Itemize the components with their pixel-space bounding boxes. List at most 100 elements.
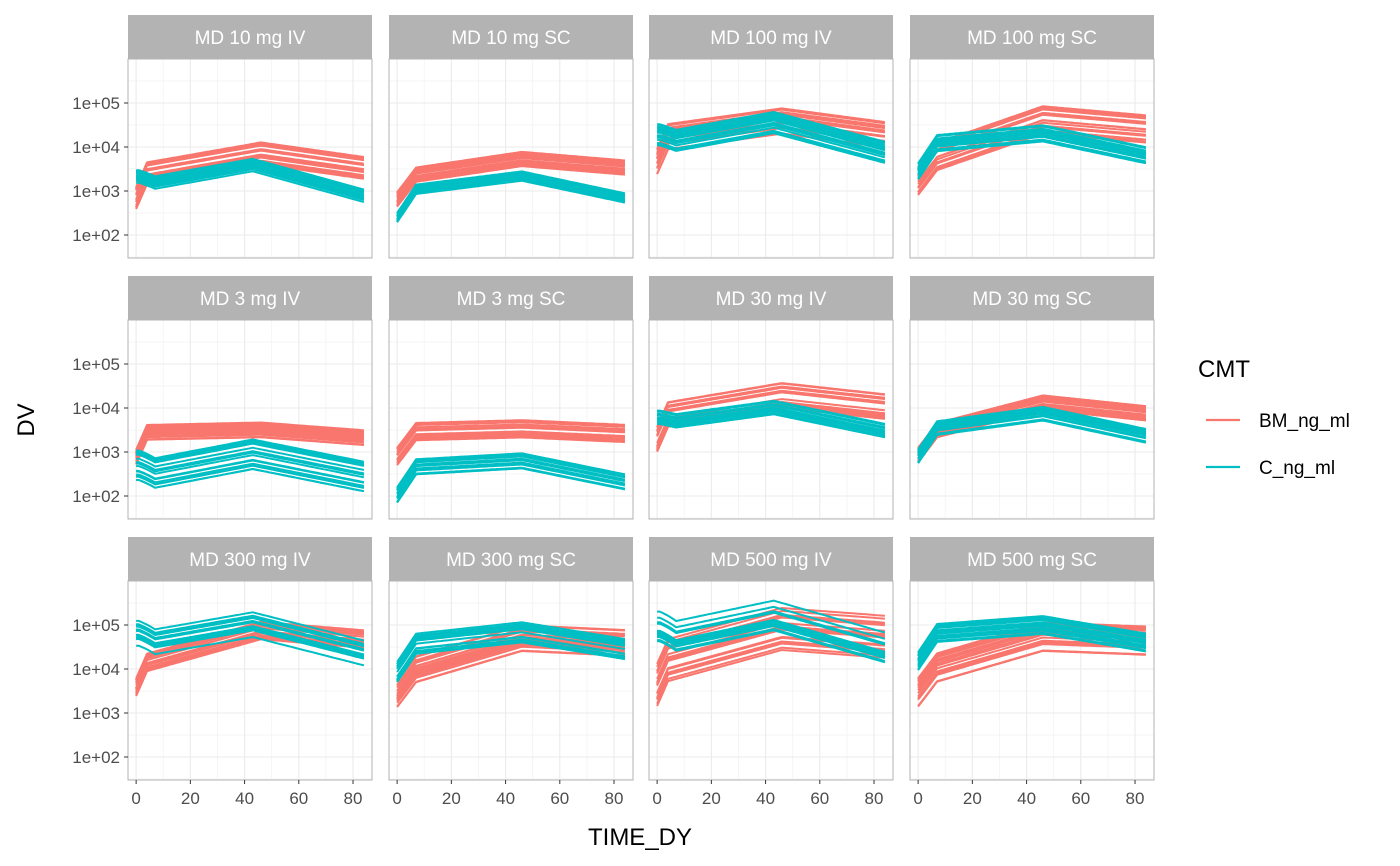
series-line-C_ng_ml [136, 454, 365, 479]
facet-strip [128, 15, 372, 59]
x-tick-label: 20 [702, 789, 721, 808]
x-tick-label: 40 [496, 789, 515, 808]
series-line-BM_ng_ml [135, 143, 365, 190]
series-line-C_ng_ml [917, 615, 1147, 653]
series-line-C_ng_ml [136, 625, 365, 656]
x-tick-label: 60 [289, 789, 308, 808]
series-line-BM_ng_ml [396, 425, 625, 455]
facet-panel: MD 30 mg SC [909, 276, 1155, 520]
series-line-C_ng_ml [396, 466, 626, 503]
series-line-C_ng_ml [136, 636, 365, 667]
series-line-C_ng_ml [917, 621, 1147, 660]
series-line-C_ng_ml [136, 450, 365, 475]
series-line-C_ng_ml [917, 618, 1147, 656]
y-tick-label: 1e+02 [72, 748, 120, 767]
facet-panels: MD 10 mg IV MD 10 mg SC MD 100 mg IV MD 100… [127, 15, 1155, 781]
series-line-C_ng_ml [136, 442, 365, 467]
series-line-C_ng_ml [136, 616, 365, 648]
series-line-BM_ng_ml [135, 433, 364, 463]
series-line-C_ng_ml [136, 446, 365, 471]
panel-lines [396, 419, 626, 504]
series-line-BM_ng_ml [135, 432, 364, 461]
series-line-C_ng_ml [396, 171, 626, 215]
x-tick-label: 20 [181, 789, 200, 808]
facet-strip [389, 15, 633, 59]
series-line-C_ng_ml [136, 629, 365, 660]
series-line-C_ng_ml [136, 163, 365, 197]
series-line-BM_ng_ml [135, 154, 365, 201]
series-line-BM_ng_ml [135, 148, 365, 195]
series-line-BM_ng_ml [396, 161, 625, 204]
facet-panel: MD 500 mg SC [909, 537, 1155, 781]
facet-strip-label: MD 3 mg IV [200, 289, 301, 310]
x-tick-label: 60 [810, 789, 829, 808]
series-line-C_ng_ml [657, 599, 886, 634]
legend-entry-bm: BM_ng_ml [1206, 411, 1350, 432]
series-line-BM_ng_ml [656, 642, 886, 700]
series-line-C_ng_ml [396, 177, 626, 221]
series-line-BM_ng_ml [396, 157, 625, 200]
series-line-C_ng_ml [136, 159, 365, 193]
x-tick-label: 80 [605, 789, 624, 808]
series-line-C_ng_ml [917, 418, 1147, 463]
series-line-BM_ng_ml [135, 429, 364, 458]
panel-lines [917, 105, 1147, 196]
series-line-C_ng_ml [136, 620, 365, 651]
x-tick-label: 20 [442, 789, 461, 808]
facet-strip [910, 537, 1154, 581]
series-line-C_ng_ml [657, 114, 886, 147]
x-tick-label: 0 [913, 789, 922, 808]
series-line-BM_ng_ml [656, 389, 886, 436]
series-line-C_ng_ml [657, 410, 886, 435]
series-line-BM_ng_ml [396, 151, 625, 194]
x-tick-label: 0 [392, 789, 401, 808]
legend-label-bm: BM_ng_ml [1259, 411, 1350, 432]
series-line-BM_ng_ml [396, 435, 625, 465]
panel-lines [656, 599, 886, 707]
facet-panel: MD 100 mg SC [909, 15, 1155, 259]
panel-lines [917, 394, 1147, 464]
series-line-C_ng_ml [136, 611, 365, 642]
series-line-C_ng_ml [136, 459, 365, 484]
series-line-C_ng_ml [657, 407, 886, 433]
series-line-C_ng_ml [657, 118, 886, 151]
y-tick-label: 1e+05 [72, 616, 120, 635]
series-line-C_ng_ml [657, 124, 886, 157]
series-line-C_ng_ml [657, 129, 886, 162]
facet-strip [649, 276, 893, 320]
series-line-C_ng_ml [917, 628, 1147, 666]
facet-panel: MD 300 mg IV [127, 537, 373, 781]
y-tick-label: 1e+04 [72, 138, 120, 157]
series-line-C_ng_ml [136, 164, 365, 198]
facet-strip-label: MD 100 mg IV [710, 28, 832, 49]
y-tick-label: 1e+05 [72, 355, 120, 374]
series-line-C_ng_ml [917, 406, 1147, 451]
panel-lines [656, 382, 886, 452]
series-line-BM_ng_ml [135, 141, 365, 188]
facet-strip [389, 276, 633, 320]
series-line-BM_ng_ml [656, 108, 886, 151]
panel-lines [135, 611, 365, 697]
x-tick-label: 40 [1017, 789, 1036, 808]
facet-strip [910, 15, 1154, 59]
series-line-C_ng_ml [396, 641, 626, 683]
x-tick-label: 60 [550, 789, 569, 808]
panel-lines [135, 421, 365, 493]
series-line-C_ng_ml [657, 618, 886, 653]
series-line-C_ng_ml [657, 399, 886, 425]
panel-lines [396, 150, 626, 223]
series-line-C_ng_ml [396, 457, 626, 494]
axes: 1e+02 1e+03 1e+04 1e+05 1e+02 1e+03 1e+04 1e+05… [72, 94, 1144, 808]
series-line-C_ng_ml [917, 138, 1147, 179]
series-line-BM_ng_ml [135, 430, 364, 459]
series-line-C_ng_ml [917, 626, 1147, 665]
panel-background [128, 581, 372, 780]
facet-strip [649, 15, 893, 59]
facet-panel: MD 10 mg SC [388, 15, 634, 259]
legend-title: CMT [1198, 356, 1250, 383]
series-line-C_ng_ml [917, 134, 1147, 174]
legend-entry-c: C_ng_ml [1206, 458, 1335, 479]
panel-lines [135, 141, 365, 210]
series-line-C_ng_ml [657, 611, 886, 646]
series-line-BM_ng_ml [917, 649, 1146, 707]
